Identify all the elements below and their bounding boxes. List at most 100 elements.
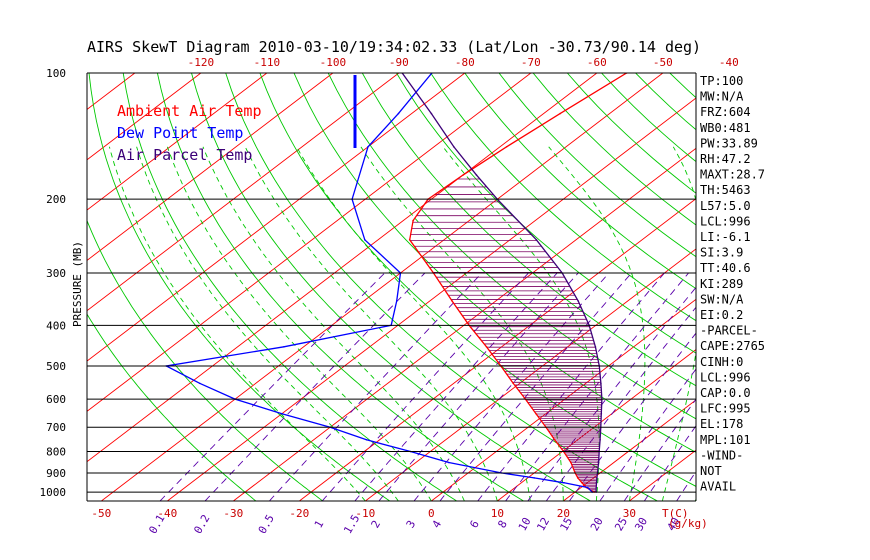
dry-adiabat [87, 313, 257, 501]
mixing-ratio-tick-label: 40 [665, 515, 683, 533]
data-point [597, 461, 600, 464]
isotherm-line [761, 73, 870, 501]
top-temp-tick-label: -90 [389, 56, 409, 69]
data-point [430, 112, 433, 115]
y-axis-label: PRESSURE (MB) [71, 241, 84, 327]
isotherm-line [87, 73, 532, 412]
index-entry: KI:289 [700, 277, 743, 291]
dry-adiabat [122, 73, 457, 501]
dry-adiabat [841, 73, 870, 501]
mixing-ratio-line [378, 272, 579, 501]
mixing-ratio-line [321, 272, 529, 501]
top-temp-tick-label: -40 [719, 56, 739, 69]
pressure-tick-label: 200 [46, 193, 66, 206]
bottom-temp-tick-label: -40 [157, 507, 177, 520]
isobar-lines [86, 72, 697, 502]
mixing-ratio-line [159, 272, 386, 501]
top-temp-tick-labels: -120 -110 -100 -90 -80 -70 -60 -50 -40 [188, 56, 739, 69]
bottom-temp-tick-label: -30 [223, 507, 243, 520]
data-point [395, 300, 398, 302]
index-entry: EL:178 [700, 417, 743, 431]
mixing-ratio-line [477, 272, 665, 501]
bottom-temp-tick-label: 0 [428, 507, 435, 520]
bottom-temp-tick-labels: -50 -40 -30 -20 -10 0 10 20 30 [91, 507, 636, 520]
dry-adiabat [430, 73, 696, 322]
cape-hatching [410, 178, 602, 492]
bottom-temp-tick-label: 20 [557, 507, 570, 520]
bottom-temp-tick-label: -50 [91, 507, 111, 520]
index-entry: MW:N/A [700, 90, 744, 104]
top-temp-tick-label: -100 [320, 56, 347, 69]
dry-adiabat [806, 73, 870, 501]
data-point [581, 482, 583, 484]
legend-entry: Dew Point Temp [117, 124, 243, 142]
top-temp-tick-label: -60 [587, 56, 607, 69]
dry-adiabat [293, 73, 696, 453]
data-point [365, 439, 368, 441]
mixing-ratio-line [269, 272, 483, 501]
dry-adiabat [87, 219, 324, 501]
pressure-tick-label: 300 [46, 267, 66, 280]
bottom-temp-tick-label: 30 [623, 507, 636, 520]
dry-adiabat [361, 73, 696, 387]
legend-entry: Air Parcel Temp [117, 146, 252, 164]
data-point [485, 346, 488, 348]
data-point [397, 112, 400, 115]
pressure-tick-label: 400 [46, 319, 66, 332]
ambient-temp-line [409, 73, 627, 493]
data-point [505, 146, 508, 148]
index-entry: PW:33.89 [700, 136, 758, 150]
data-point [596, 477, 598, 479]
index-entry: L57:5.0 [700, 199, 751, 213]
mixing-ratio-tick-label: 20 [588, 515, 606, 533]
data-point [570, 461, 572, 464]
index-entry: LI:-6.1 [700, 230, 751, 244]
dry-adiabat [225, 73, 658, 501]
top-temp-tick-label: -110 [254, 56, 281, 69]
bottom-temp-tick-label: 10 [491, 507, 504, 520]
data-point [599, 439, 601, 441]
mixing-ratio-tick-label: 6 [467, 518, 482, 530]
top-temp-tick-label: -50 [653, 56, 673, 69]
mixing-ratio-tick-label: 0.2 [191, 512, 212, 536]
mixing-ratio-tick-label: 1 [312, 518, 327, 530]
mixing-ratio-tick-label: 4 [430, 518, 445, 531]
mixing-ratio-tick-label: 25 [612, 515, 630, 533]
isotherm-lines [87, 73, 870, 501]
index-entry: SW:N/A [700, 292, 744, 306]
pressure-tick-label: 1000 [40, 486, 67, 499]
dry-adiabat [259, 73, 696, 487]
isotherm-line [87, 73, 202, 161]
mixing-ratio-line [527, 286, 696, 501]
isotherm-line [101, 73, 664, 501]
pressure-tick-label: 800 [46, 446, 66, 459]
mixing-ratio-line [413, 272, 610, 501]
isotherm-line [233, 147, 696, 501]
index-entry: MAXT:28.7 [700, 168, 765, 182]
data-point [198, 382, 201, 385]
moist-adiabat [296, 146, 531, 501]
isotherm-line [87, 73, 400, 312]
top-temp-tick-label: -120 [188, 56, 215, 69]
dry-adiabat [327, 73, 696, 420]
isotherm-line [87, 73, 268, 211]
mixing-ratio-line [354, 272, 558, 501]
data-point [533, 477, 535, 479]
isotherm-line [87, 73, 466, 362]
isotherm-line [87, 73, 334, 261]
data-point [408, 239, 411, 241]
dry-adiabat [498, 73, 696, 258]
mixing-ratio-tick-label: 2 [369, 518, 384, 530]
data-point [462, 174, 465, 176]
bottom-temp-tick-label: -20 [289, 507, 309, 520]
data-point [412, 219, 414, 222]
data-point [453, 146, 455, 148]
top-temp-tick-label: -80 [455, 56, 475, 69]
isotherm-line [563, 399, 696, 501]
data-point [451, 300, 453, 302]
profile-series [164, 73, 628, 493]
data-point [283, 346, 285, 348]
mixing-ratio-line [623, 398, 696, 501]
index-entry: SI:3.9 [700, 246, 743, 260]
